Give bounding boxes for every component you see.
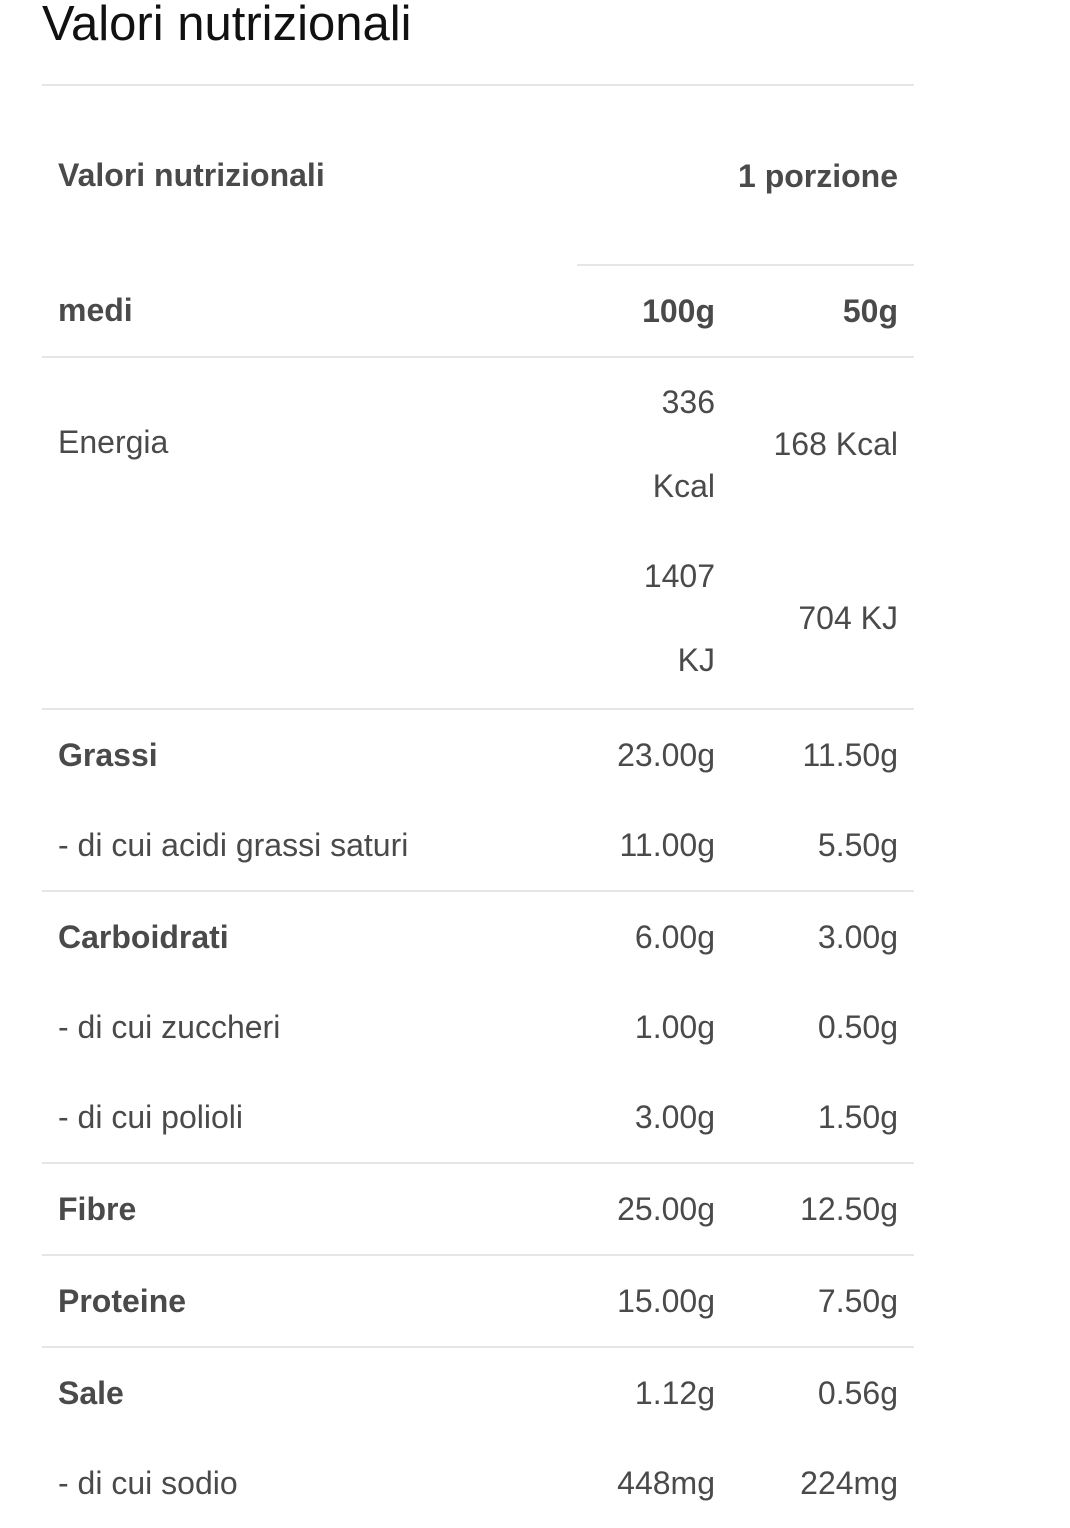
table-row: Proteine 15.00g 7.50g [42, 1255, 914, 1347]
table-header-row: Valori nutrizionali 1 porzione [42, 85, 914, 266]
table-row: - di cui polioli 3.00g 1.50g [42, 1072, 914, 1163]
table-row: - di cui sodio 448mg 224mg [42, 1438, 914, 1528]
row-label: - di cui sodio [58, 1464, 238, 1501]
value-portion: 0.50g [817, 1008, 898, 1045]
value-100g: 448mg [617, 1464, 715, 1501]
value-100g: 25.00g [617, 1190, 715, 1227]
value-portion: 1.50g [817, 1098, 898, 1135]
value-portion: 5.50g [817, 826, 898, 863]
table-row: Carboidrati 6.00g 3.00g [42, 891, 914, 982]
row-label: Carboidrati [58, 918, 229, 955]
energy-kj-portion: 704 KJ [798, 600, 898, 636]
value-portion: 11.50g [802, 736, 899, 773]
value-100g: 1.12g [634, 1374, 715, 1411]
value-portion: 12.50g [800, 1190, 898, 1227]
table-row: - di cui zuccheri 1.00g 0.50g [42, 982, 914, 1072]
nutrition-table: Valori nutrizionali 1 porzione medi 100g… [42, 84, 914, 1528]
value-100g: 3.00g [634, 1098, 715, 1135]
header-label-bottom: medi [58, 292, 133, 328]
value-100g: 1.00g [634, 1008, 715, 1045]
row-label: - di cui acidi grassi saturi [58, 826, 409, 863]
value-100g: 6.00g [634, 918, 715, 955]
table-row: - di cui acidi grassi saturi 11.00g 5.50g [42, 800, 914, 891]
value-portion: 7.50g [817, 1282, 898, 1319]
value-100g: 23.00g [617, 736, 715, 773]
value-portion: 0.56g [817, 1374, 898, 1411]
table-header-row: medi 100g 50g [42, 265, 914, 357]
value-portion: 3.00g [817, 918, 898, 955]
table-row: Sale 1.12g 0.56g [42, 1347, 914, 1438]
page-title: Valori nutrizionali [42, 0, 412, 51]
energy-kcal-100g: 336 Kcal [652, 384, 715, 504]
table-row: Fibre 25.00g 12.50g [42, 1163, 914, 1255]
header-label-top: Valori nutrizionali [58, 157, 325, 193]
row-label: Grassi [58, 736, 158, 773]
value-portion: 224mg [800, 1464, 898, 1501]
energy-portion: 168 Kcal 704 KJ [731, 357, 914, 709]
row-label: Proteine [58, 1282, 187, 1319]
value-100g: 11.00g [619, 826, 716, 863]
energy-100g: 336 Kcal 1407 KJ [577, 357, 731, 709]
header-col-100g: 100g [642, 292, 715, 329]
row-label: - di cui zuccheri [58, 1008, 281, 1045]
row-label: - di cui polioli [58, 1098, 243, 1135]
value-100g: 15.00g [617, 1282, 715, 1319]
row-label: Sale [58, 1374, 124, 1411]
energy-kcal-portion: 168 Kcal [773, 426, 898, 462]
row-label: Fibre [58, 1190, 137, 1227]
energy-kj-100g: 1407 KJ [643, 558, 715, 678]
energy-label: Energia [58, 424, 169, 460]
table-row: Grassi 23.00g 11.50g [42, 709, 914, 800]
header-portion: 1 porzione [577, 85, 914, 266]
header-col-portion: 50g [842, 292, 898, 329]
table-row-energia: Energia 336 Kcal 1407 KJ 168 Kcal 704 KJ [42, 357, 914, 709]
